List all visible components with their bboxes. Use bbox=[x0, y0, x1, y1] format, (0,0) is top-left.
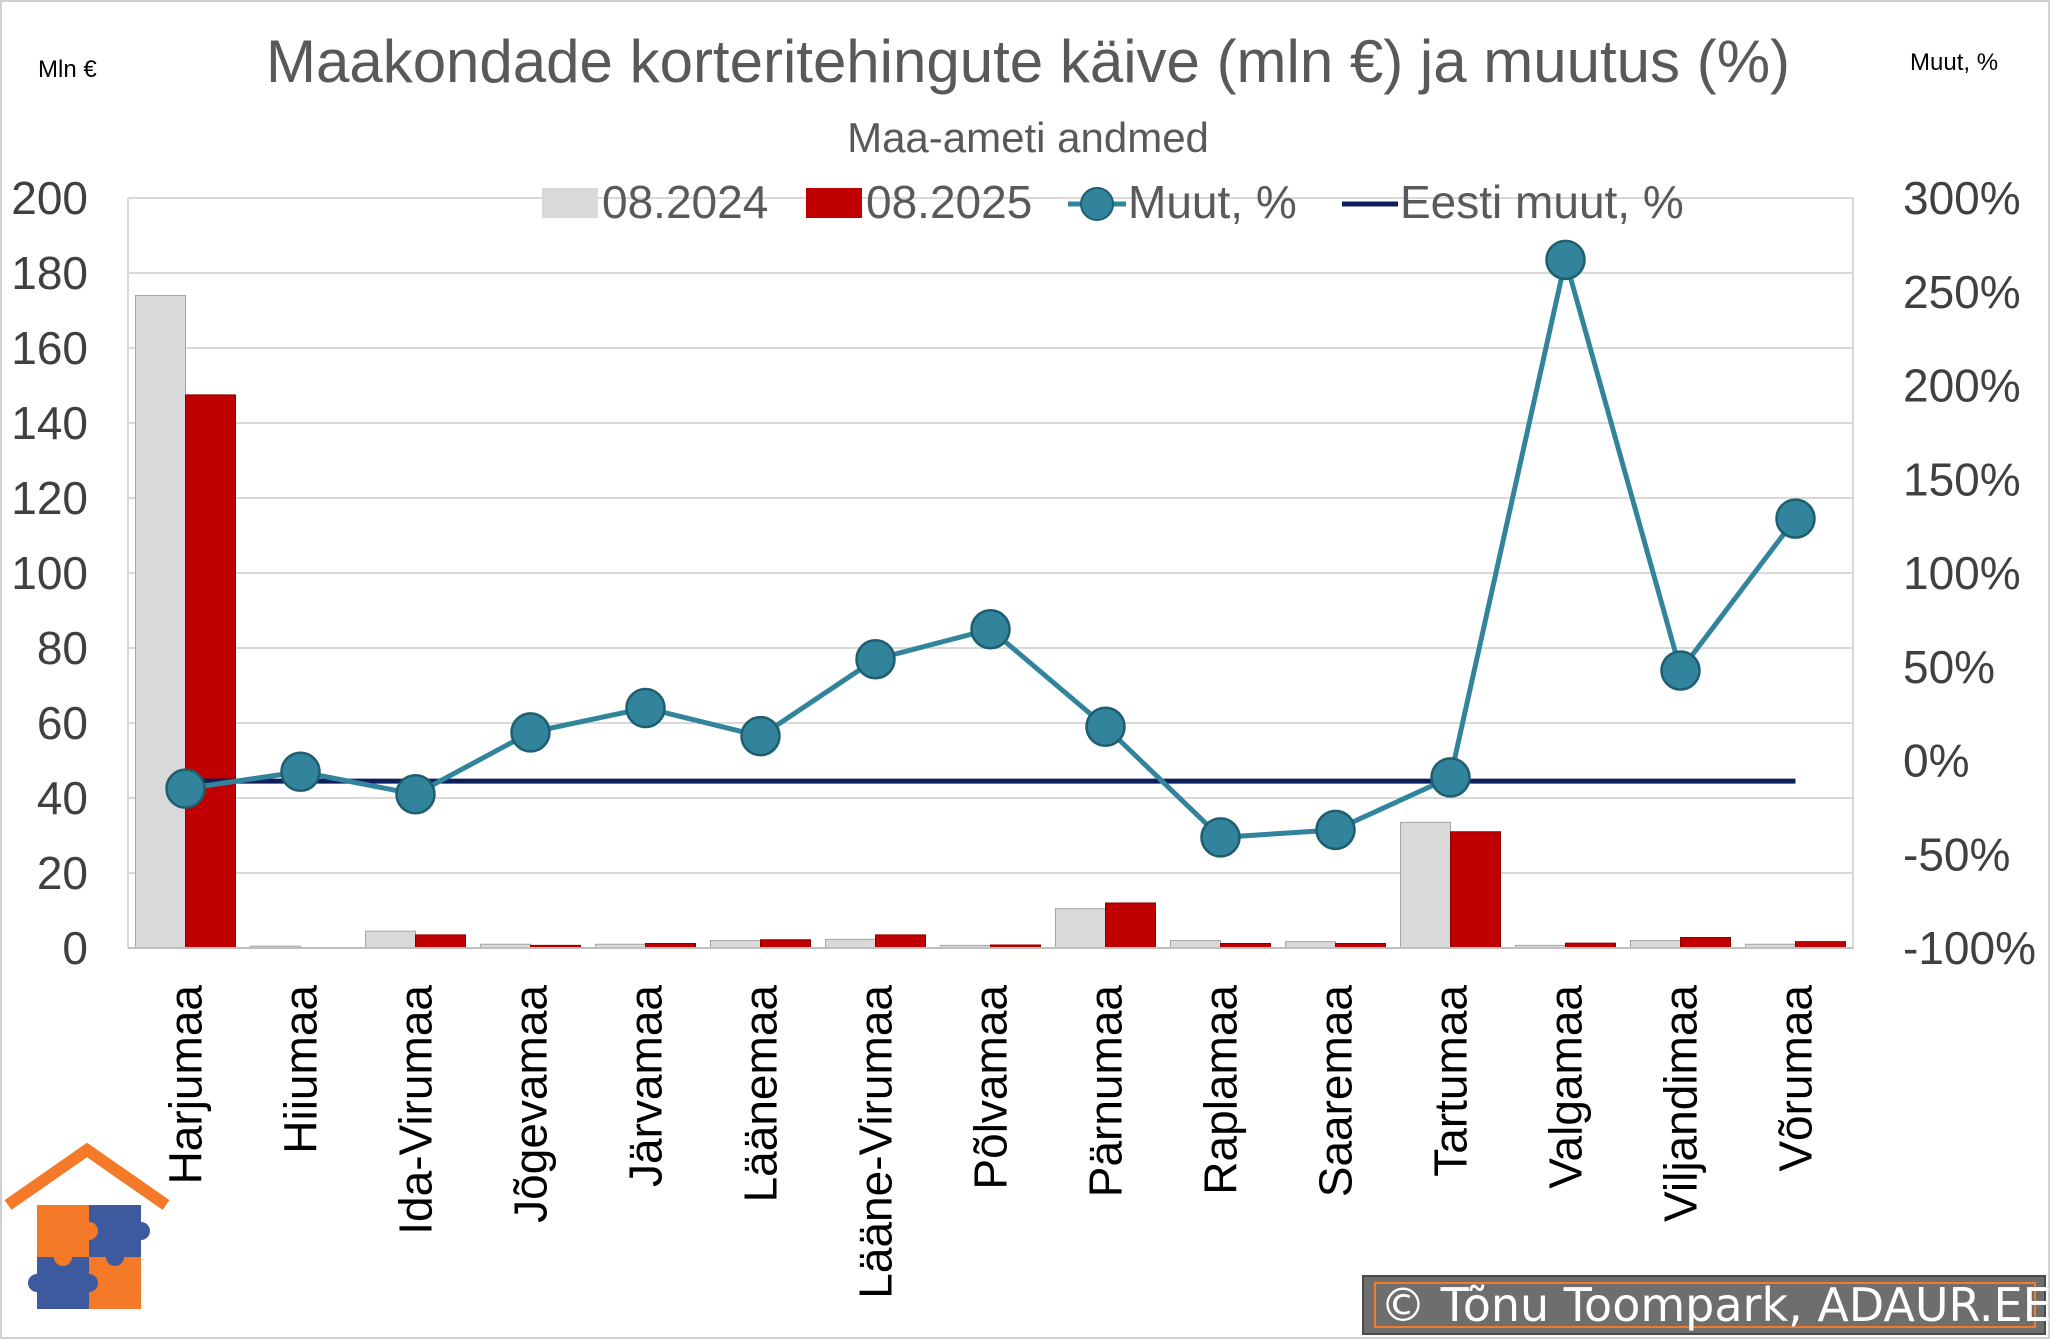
y-left-tick-label: 60 bbox=[37, 697, 88, 749]
credit-box: © Tõnu Toompark, ADAUR.EE bbox=[1362, 1275, 2050, 1335]
bar-2024 bbox=[135, 295, 186, 949]
bar-2025 bbox=[1680, 937, 1731, 949]
bar-2024 bbox=[1400, 821, 1451, 949]
muut-marker bbox=[165, 768, 206, 809]
legend-swatch-2024 bbox=[542, 188, 598, 218]
y-right-tick-label: 300% bbox=[1903, 172, 2021, 224]
legend-label-2025: 08.2025 bbox=[866, 176, 1032, 228]
bar-2025 bbox=[185, 394, 236, 949]
y-left-tick-label: 180 bbox=[11, 247, 88, 299]
y-left-tick-label: 200 bbox=[11, 172, 88, 224]
x-tick-label: Harjumaa bbox=[160, 985, 212, 1185]
bar-2025 bbox=[875, 934, 926, 949]
y-left-tick-label: 160 bbox=[11, 322, 88, 374]
x-tick-label: Tartumaa bbox=[1425, 985, 1477, 1177]
muut-marker bbox=[1660, 650, 1701, 691]
house-puzzle-logo bbox=[4, 1142, 170, 1309]
muut-marker bbox=[1200, 817, 1241, 858]
x-tick-label: Järvamaa bbox=[620, 985, 672, 1187]
legend: 08.2024 08.2025 Muut, % Eesti muut, % bbox=[542, 176, 1684, 228]
muut-marker bbox=[510, 712, 551, 753]
chart-subtitle: Maa-ameti andmed bbox=[847, 114, 1209, 161]
muut-marker bbox=[855, 639, 896, 680]
muut-marker bbox=[1430, 757, 1471, 798]
y-right-tick-label: 200% bbox=[1903, 360, 2021, 412]
bar-2024 bbox=[825, 938, 876, 949]
legend-marker-muut bbox=[1080, 187, 1114, 221]
bar-2024 bbox=[1055, 908, 1106, 949]
x-tick-label: Saaremaa bbox=[1310, 985, 1362, 1198]
y-left-unit-label: Mln € bbox=[38, 56, 97, 83]
x-tick-label: Põlvamaa bbox=[965, 985, 1017, 1190]
x-tick-label: Läänemaa bbox=[735, 985, 787, 1203]
muut-line bbox=[185, 259, 1798, 840]
muut-marker bbox=[740, 715, 781, 757]
bar-2025 bbox=[1450, 831, 1501, 949]
bar-2024 bbox=[365, 930, 416, 949]
x-tick-label: Jõgevamaa bbox=[505, 985, 557, 1223]
y-right-tick-label: -50% bbox=[1903, 828, 2010, 880]
y-right-tick-label: 50% bbox=[1903, 641, 1995, 693]
lines bbox=[165, 239, 1816, 858]
gridlines bbox=[128, 197, 1853, 949]
y-left-tick-label: 100 bbox=[11, 547, 88, 599]
chart-title: Maakondade korteritehingute käive (mln €… bbox=[266, 28, 1790, 95]
y-left-tick-label: 40 bbox=[37, 772, 88, 824]
bar-2024 bbox=[710, 940, 761, 949]
bar-2024 bbox=[1170, 940, 1221, 949]
legend-label-muut: Muut, % bbox=[1128, 176, 1297, 228]
y-left-tick-label: 20 bbox=[37, 847, 88, 899]
x-tick-label: Lääne-Virumaa bbox=[850, 985, 902, 1299]
muut-marker bbox=[1085, 706, 1126, 747]
x-tick-label: Ida-Virumaa bbox=[390, 985, 442, 1235]
y-right-tick-label: 150% bbox=[1903, 453, 2021, 505]
x-tick-label: Raplamaa bbox=[1195, 985, 1247, 1195]
y-right-tick-label: -100% bbox=[1903, 922, 2036, 974]
y-right-tick-label: 0% bbox=[1903, 735, 1969, 787]
x-tick-label: Võrumaa bbox=[1770, 985, 1822, 1172]
legend-label-eesti: Eesti muut, % bbox=[1400, 176, 1684, 228]
legend-swatch-2025 bbox=[806, 188, 862, 218]
muut-marker bbox=[280, 751, 321, 792]
axes: 0 20 40 60 80 100 120 140 160 180 200 -100% -50% 0% 50… bbox=[11, 172, 2036, 1299]
credit-text: © Tõnu Toompark, ADAUR.EE bbox=[1380, 1278, 2050, 1332]
muut-marker bbox=[1545, 239, 1586, 281]
x-tick-label: Pärnumaa bbox=[1080, 985, 1132, 1198]
x-tick-label: Viljandimaa bbox=[1655, 985, 1707, 1222]
legend-label-2024: 08.2024 bbox=[602, 176, 768, 228]
y-left-tick-label: 120 bbox=[11, 472, 88, 524]
y-right-tick-label: 100% bbox=[1903, 547, 2021, 599]
muut-marker bbox=[1315, 809, 1356, 851]
muut-marker bbox=[625, 687, 666, 729]
muut-marker bbox=[1775, 498, 1816, 539]
muut-marker bbox=[395, 774, 436, 815]
bars bbox=[135, 295, 1846, 949]
bar-2025 bbox=[760, 939, 811, 949]
bar-2024 bbox=[1630, 940, 1681, 949]
y-left-tick-label: 0 bbox=[62, 922, 88, 974]
credit-inner: © Tõnu Toompark, ADAUR.EE bbox=[1374, 1278, 2050, 1332]
y-right-tick-label: 250% bbox=[1903, 266, 2021, 318]
x-tick-label: Hiiumaa bbox=[275, 985, 327, 1154]
bar-2025 bbox=[415, 934, 466, 949]
bar-2025 bbox=[1105, 902, 1156, 949]
y-left-tick-label: 140 bbox=[11, 397, 88, 449]
y-left-tick-label: 80 bbox=[37, 622, 88, 674]
y-right-unit-label: Muut, % bbox=[1910, 49, 1998, 76]
muut-marker bbox=[970, 609, 1011, 650]
x-tick-label: Valgamaa bbox=[1540, 985, 1592, 1189]
